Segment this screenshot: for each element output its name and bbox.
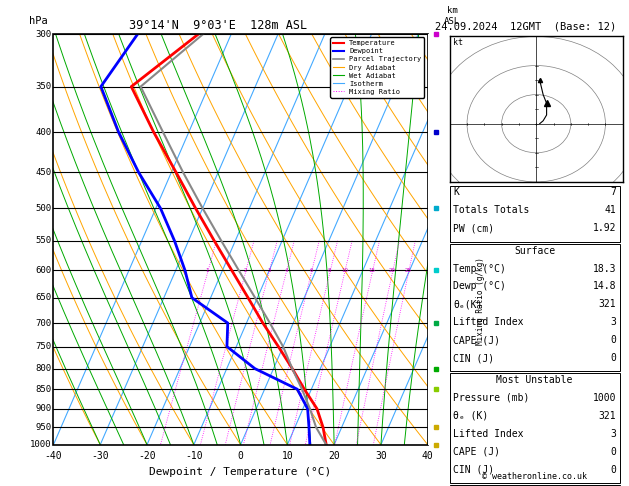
Text: 750: 750 (35, 342, 52, 351)
Text: 500: 500 (35, 204, 52, 213)
Text: 3: 3 (435, 351, 440, 360)
Text: 3: 3 (611, 317, 616, 328)
Text: 350: 350 (35, 82, 52, 91)
Text: Pressure (mb): Pressure (mb) (453, 393, 529, 403)
Text: K: K (453, 187, 459, 197)
Text: θₑ (K): θₑ (K) (453, 411, 488, 421)
Text: 450: 450 (35, 168, 52, 177)
Text: CAPE (J): CAPE (J) (453, 447, 500, 457)
Text: -30: -30 (91, 451, 109, 461)
Text: Most Unstable: Most Unstable (496, 375, 573, 385)
Text: 7: 7 (611, 187, 616, 197)
Text: hPa: hPa (29, 16, 48, 26)
Text: 1: 1 (206, 268, 209, 273)
Text: 6: 6 (435, 158, 440, 167)
Text: 2: 2 (243, 268, 247, 273)
Text: 1000: 1000 (593, 393, 616, 403)
Text: 10: 10 (341, 268, 348, 273)
Text: 0: 0 (611, 353, 616, 364)
Bar (53, 34, 428, 445)
Text: 6: 6 (309, 268, 313, 273)
Text: 800: 800 (35, 364, 52, 373)
Text: -10: -10 (185, 451, 203, 461)
Text: 40: 40 (422, 451, 433, 461)
Text: 900: 900 (35, 404, 52, 413)
Text: 3: 3 (611, 429, 616, 439)
Text: 850: 850 (35, 385, 52, 394)
Text: CAPE (J): CAPE (J) (453, 335, 500, 346)
Text: 2: 2 (435, 393, 440, 402)
Text: Lifted Index: Lifted Index (453, 429, 523, 439)
Text: 0: 0 (611, 447, 616, 457)
Text: 4: 4 (435, 298, 440, 308)
Text: 30: 30 (375, 451, 387, 461)
Text: 321: 321 (599, 411, 616, 421)
Text: 10: 10 (282, 451, 293, 461)
Text: 3: 3 (267, 268, 270, 273)
Text: © weatheronline.co.uk: © weatheronline.co.uk (482, 472, 587, 481)
Text: kt: kt (453, 38, 463, 47)
Text: km
ASL: km ASL (444, 6, 460, 26)
Text: Totals Totals: Totals Totals (453, 205, 529, 215)
Text: CIN (J): CIN (J) (453, 353, 494, 364)
Text: 1: 1 (435, 427, 440, 435)
Text: 321: 321 (599, 299, 616, 310)
Text: 5: 5 (435, 235, 440, 244)
Text: LCL: LCL (428, 423, 442, 432)
Text: 0: 0 (238, 451, 243, 461)
Text: 300: 300 (35, 30, 52, 38)
Text: 24.09.2024  12GMT  (Base: 12): 24.09.2024 12GMT (Base: 12) (435, 21, 616, 32)
Text: Dewpoint / Temperature (°C): Dewpoint / Temperature (°C) (150, 467, 331, 477)
Text: Mixing Ratio (g/kg): Mixing Ratio (g/kg) (476, 257, 484, 345)
Text: 950: 950 (35, 423, 52, 432)
Text: 39°14'N  9°03'E  128m ASL: 39°14'N 9°03'E 128m ASL (129, 18, 307, 32)
Text: 14.8: 14.8 (593, 281, 616, 292)
Text: Lifted Index: Lifted Index (453, 317, 523, 328)
Text: 15: 15 (369, 268, 376, 273)
Text: 0: 0 (611, 335, 616, 346)
Legend: Temperature, Dewpoint, Parcel Trajectory, Dry Adiabat, Wet Adiabat, Isotherm, Mi: Temperature, Dewpoint, Parcel Trajectory… (330, 37, 424, 98)
Text: 1000: 1000 (30, 440, 52, 449)
Text: 25: 25 (405, 268, 412, 273)
Text: Dewp (°C): Dewp (°C) (453, 281, 506, 292)
Text: 4: 4 (284, 268, 288, 273)
Text: PW (cm): PW (cm) (453, 223, 494, 233)
Text: 650: 650 (35, 293, 52, 302)
Text: 1.92: 1.92 (593, 223, 616, 233)
Text: 700: 700 (35, 318, 52, 328)
Text: Temp (°C): Temp (°C) (453, 263, 506, 274)
Text: 400: 400 (35, 128, 52, 137)
Text: 600: 600 (35, 266, 52, 275)
Text: -40: -40 (45, 451, 62, 461)
Text: 550: 550 (35, 236, 52, 245)
Text: 41: 41 (604, 205, 616, 215)
Text: 20: 20 (389, 268, 396, 273)
Text: 7: 7 (435, 62, 440, 71)
Text: 8: 8 (328, 268, 331, 273)
Text: -20: -20 (138, 451, 156, 461)
Text: Surface: Surface (514, 245, 555, 256)
Text: CIN (J): CIN (J) (453, 465, 494, 475)
Text: 20: 20 (328, 451, 340, 461)
Text: 0: 0 (611, 465, 616, 475)
Text: θₑ(K): θₑ(K) (453, 299, 482, 310)
Text: 18.3: 18.3 (593, 263, 616, 274)
